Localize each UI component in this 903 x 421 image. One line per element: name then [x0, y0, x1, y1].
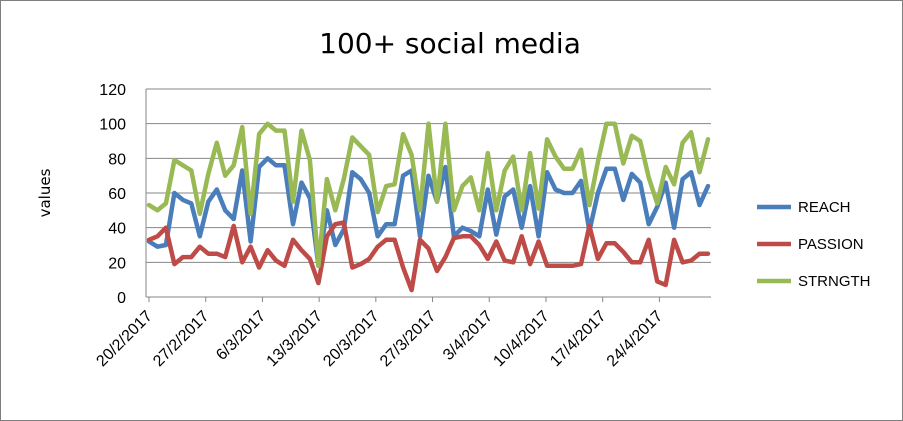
- y-tick-label: 60: [108, 186, 126, 203]
- x-tick-label: 3/4/2017: [440, 308, 496, 364]
- y-tick-label: 100: [99, 117, 126, 134]
- x-tick-label: 6/3/2017: [213, 308, 269, 364]
- x-tick-label: 13/3/2017: [264, 308, 326, 370]
- y-tick-label: 80: [108, 151, 126, 168]
- chart-title: 100+ social media: [319, 27, 581, 60]
- legend: REACH PASSION STRNGTH: [757, 199, 871, 290]
- y-tick-label: 0: [117, 290, 126, 307]
- x-tick-label: 27/2/2017: [150, 308, 212, 370]
- series-line-reach: [146, 156, 711, 269]
- y-tick-label: 120: [99, 82, 126, 99]
- series-line-passion: [146, 220, 711, 293]
- x-tick-label: 20/3/2017: [320, 308, 382, 370]
- legend-label-passion: PASSION: [798, 236, 864, 253]
- x-tick-label: 10/4/2017: [490, 308, 552, 370]
- x-tick-label: 20/2/2017: [93, 308, 155, 370]
- y-axis-label: values: [36, 168, 54, 217]
- series-line-strngth: [146, 121, 711, 269]
- x-tick-label: 24/4/2017: [604, 308, 666, 370]
- y-tick-label: 40: [108, 221, 126, 238]
- x-tick-label: 27/3/2017: [377, 308, 439, 370]
- legend-label-strngth: STRNGTH: [798, 273, 871, 290]
- y-tick-label: 20: [108, 255, 126, 272]
- x-tick-label: 17/4/2017: [547, 308, 609, 370]
- legend-label-reach: REACH: [798, 199, 851, 216]
